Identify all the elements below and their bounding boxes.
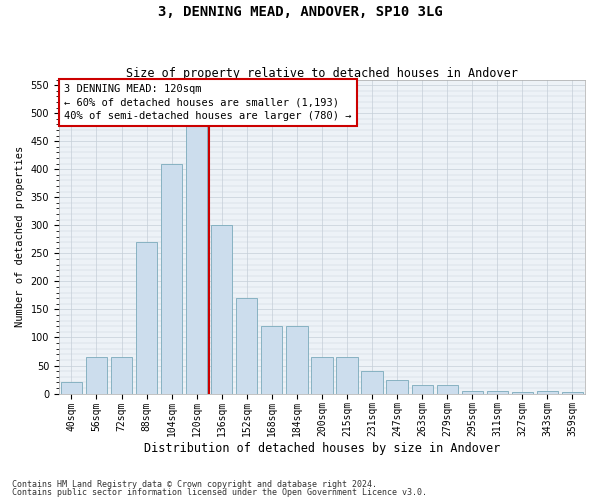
- Bar: [111, 357, 132, 394]
- Text: Contains public sector information licensed under the Open Government Licence v3: Contains public sector information licen…: [12, 488, 427, 497]
- Bar: [512, 392, 533, 394]
- Bar: [86, 357, 107, 394]
- Bar: [562, 392, 583, 394]
- Bar: [412, 385, 433, 394]
- Bar: [487, 391, 508, 394]
- Bar: [386, 380, 408, 394]
- Bar: [361, 371, 383, 394]
- Bar: [161, 164, 182, 394]
- Bar: [186, 108, 208, 394]
- Bar: [61, 382, 82, 394]
- Text: Contains HM Land Registry data © Crown copyright and database right 2024.: Contains HM Land Registry data © Crown c…: [12, 480, 377, 489]
- Bar: [236, 298, 257, 394]
- Bar: [461, 391, 483, 394]
- Bar: [261, 326, 283, 394]
- Bar: [211, 226, 232, 394]
- Title: Size of property relative to detached houses in Andover: Size of property relative to detached ho…: [126, 66, 518, 80]
- Bar: [537, 391, 558, 394]
- Bar: [311, 357, 332, 394]
- Text: 3 DENNING MEAD: 120sqm
← 60% of detached houses are smaller (1,193)
40% of semi-: 3 DENNING MEAD: 120sqm ← 60% of detached…: [64, 84, 352, 120]
- Bar: [337, 357, 358, 394]
- Y-axis label: Number of detached properties: Number of detached properties: [15, 146, 25, 327]
- Text: 3, DENNING MEAD, ANDOVER, SP10 3LG: 3, DENNING MEAD, ANDOVER, SP10 3LG: [158, 5, 442, 19]
- Bar: [286, 326, 308, 394]
- Bar: [437, 385, 458, 394]
- X-axis label: Distribution of detached houses by size in Andover: Distribution of detached houses by size …: [144, 442, 500, 455]
- Bar: [136, 242, 157, 394]
